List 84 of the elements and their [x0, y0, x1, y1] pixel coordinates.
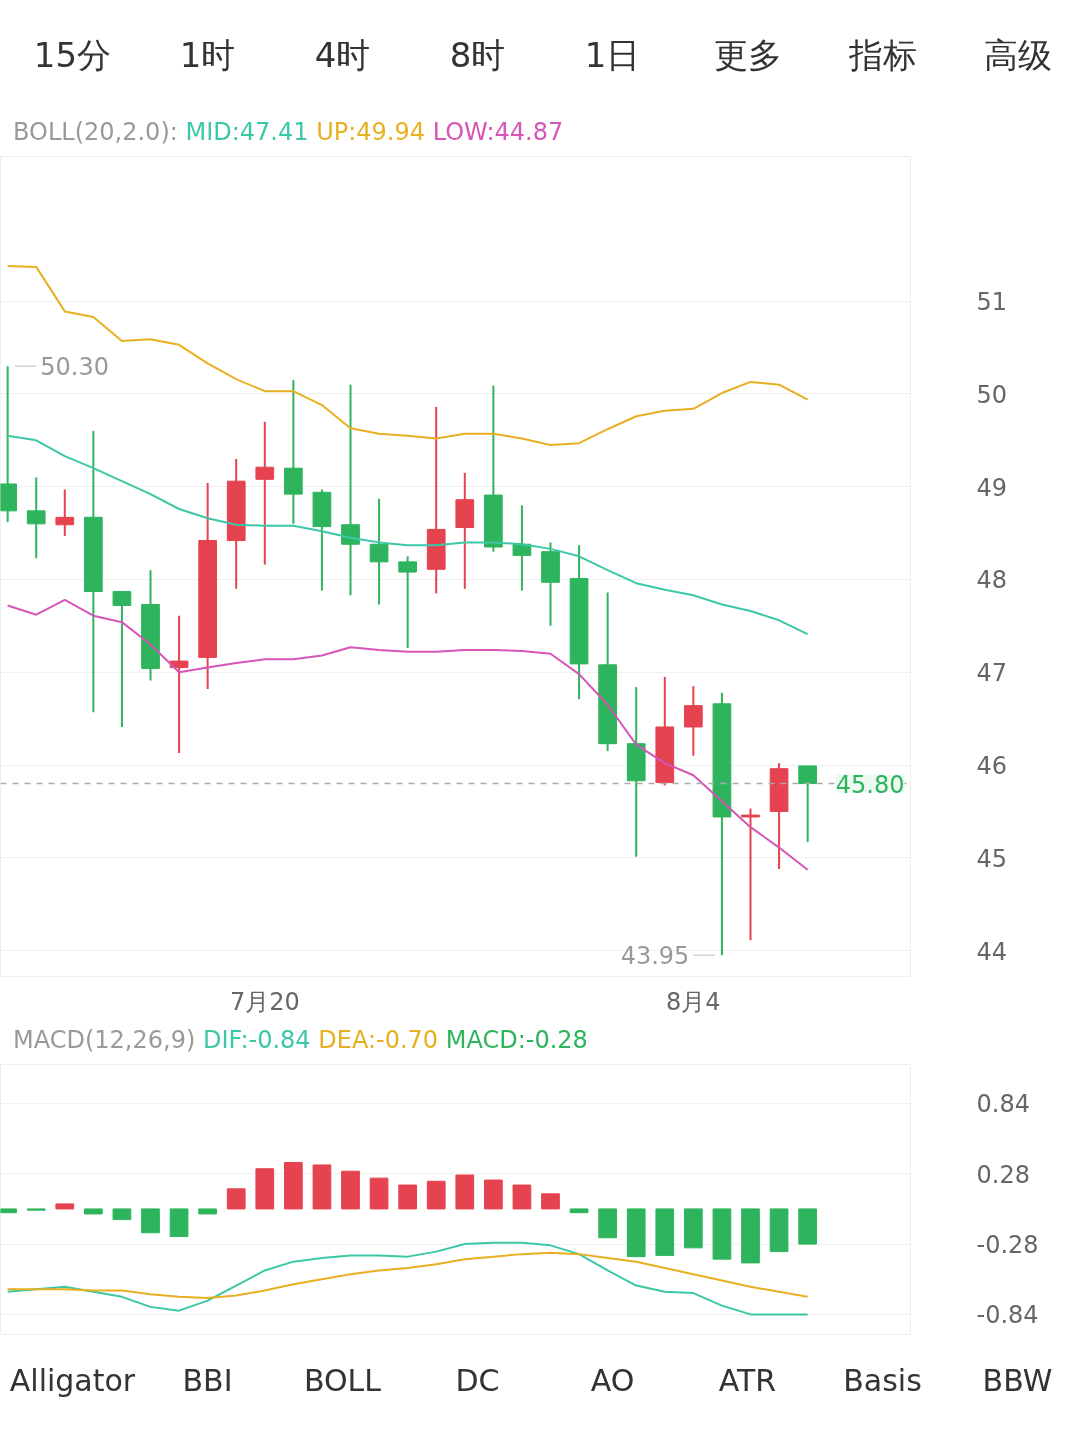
text: UP:49.94 [316, 118, 426, 146]
text: DEA:-0.70 [318, 1026, 439, 1054]
y-tick-label: 50 [976, 380, 1008, 409]
text: AO [589, 1361, 636, 1400]
candlestick [55, 488, 75, 537]
text: ATR [717, 1361, 778, 1400]
line-series [6, 1251, 809, 1300]
text: 更多 [712, 33, 783, 77]
bar [426, 1180, 446, 1210]
y-tick-label: 45 [976, 844, 1008, 873]
y-tick-label: 44 [976, 937, 1008, 966]
line-series [6, 434, 809, 636]
text: 8时 [448, 33, 507, 77]
bar [712, 1208, 732, 1260]
y-tick-label: 46 [976, 752, 1008, 781]
candlestick [369, 497, 389, 606]
text: LOW:44.87 [432, 118, 564, 146]
candlestick [684, 685, 703, 757]
text: 高级 [982, 33, 1053, 77]
text: 1时 [178, 33, 237, 77]
legend-title: MACD(12,26,9) [13, 1026, 196, 1054]
text: 1日 [583, 33, 642, 77]
text: BOLL [302, 1361, 383, 1400]
y-tick-label: 0.84 [976, 1090, 1030, 1119]
bar [626, 1208, 646, 1258]
x-tick-label: 8月4 [666, 987, 721, 1016]
bar [769, 1208, 789, 1253]
y-tick-label: 49 [976, 473, 1008, 502]
text: DC [454, 1361, 501, 1400]
ref-line-label: 45.80 [835, 770, 905, 799]
bar [455, 1174, 475, 1210]
bar [312, 1164, 332, 1210]
candlestick [798, 764, 817, 843]
bar [284, 1161, 303, 1210]
candlestick [112, 590, 132, 728]
x-tick-label: 7月20 [229, 987, 300, 1016]
text: BBI [181, 1361, 234, 1400]
bar [55, 1203, 75, 1210]
bar [341, 1170, 360, 1210]
bar [198, 1208, 217, 1215]
bar [112, 1208, 132, 1221]
bar [541, 1193, 560, 1210]
text: 4时 [313, 33, 372, 77]
bar [569, 1208, 589, 1214]
bar [741, 1208, 760, 1264]
line-series [6, 1241, 809, 1316]
y-tick-label: 51 [976, 288, 1008, 317]
text: BBW [981, 1361, 1054, 1400]
bar [255, 1168, 275, 1210]
y-tick-label: -0.28 [976, 1231, 1039, 1260]
candlestick [169, 614, 189, 754]
bar [484, 1179, 503, 1210]
text: MID:47.41 [185, 118, 309, 146]
annotation: 50.30 [40, 353, 109, 382]
bar [684, 1208, 703, 1249]
candlestick [398, 555, 417, 650]
bar [141, 1208, 160, 1234]
line-series [6, 264, 809, 446]
bar [398, 1184, 417, 1210]
y-tick-label: 47 [976, 659, 1008, 688]
bar [369, 1177, 389, 1210]
bar [169, 1208, 189, 1238]
annotation: 43.95 [620, 942, 690, 971]
bar [655, 1208, 675, 1256]
text: Basis [842, 1361, 923, 1400]
candlestick [341, 383, 360, 597]
candlestick [26, 476, 46, 560]
bar [598, 1208, 617, 1239]
text: 15分 [32, 33, 113, 77]
text: DIF:-0.84 [202, 1026, 311, 1054]
y-tick-label: -0.84 [976, 1301, 1039, 1330]
bar [798, 1208, 817, 1245]
bar [512, 1184, 532, 1210]
candlestick [741, 807, 760, 942]
candlestick [255, 420, 275, 566]
y-tick-label: 0.28 [976, 1160, 1030, 1189]
text: MACD:-0.28 [445, 1026, 588, 1054]
text: Alligator [8, 1361, 137, 1400]
y-tick-label: 48 [976, 566, 1008, 595]
bar [84, 1208, 103, 1215]
bar [226, 1188, 246, 1210]
text: 指标 [847, 33, 918, 77]
line-series [6, 598, 809, 871]
legend-title: BOLL(20,2.0): [13, 118, 178, 146]
